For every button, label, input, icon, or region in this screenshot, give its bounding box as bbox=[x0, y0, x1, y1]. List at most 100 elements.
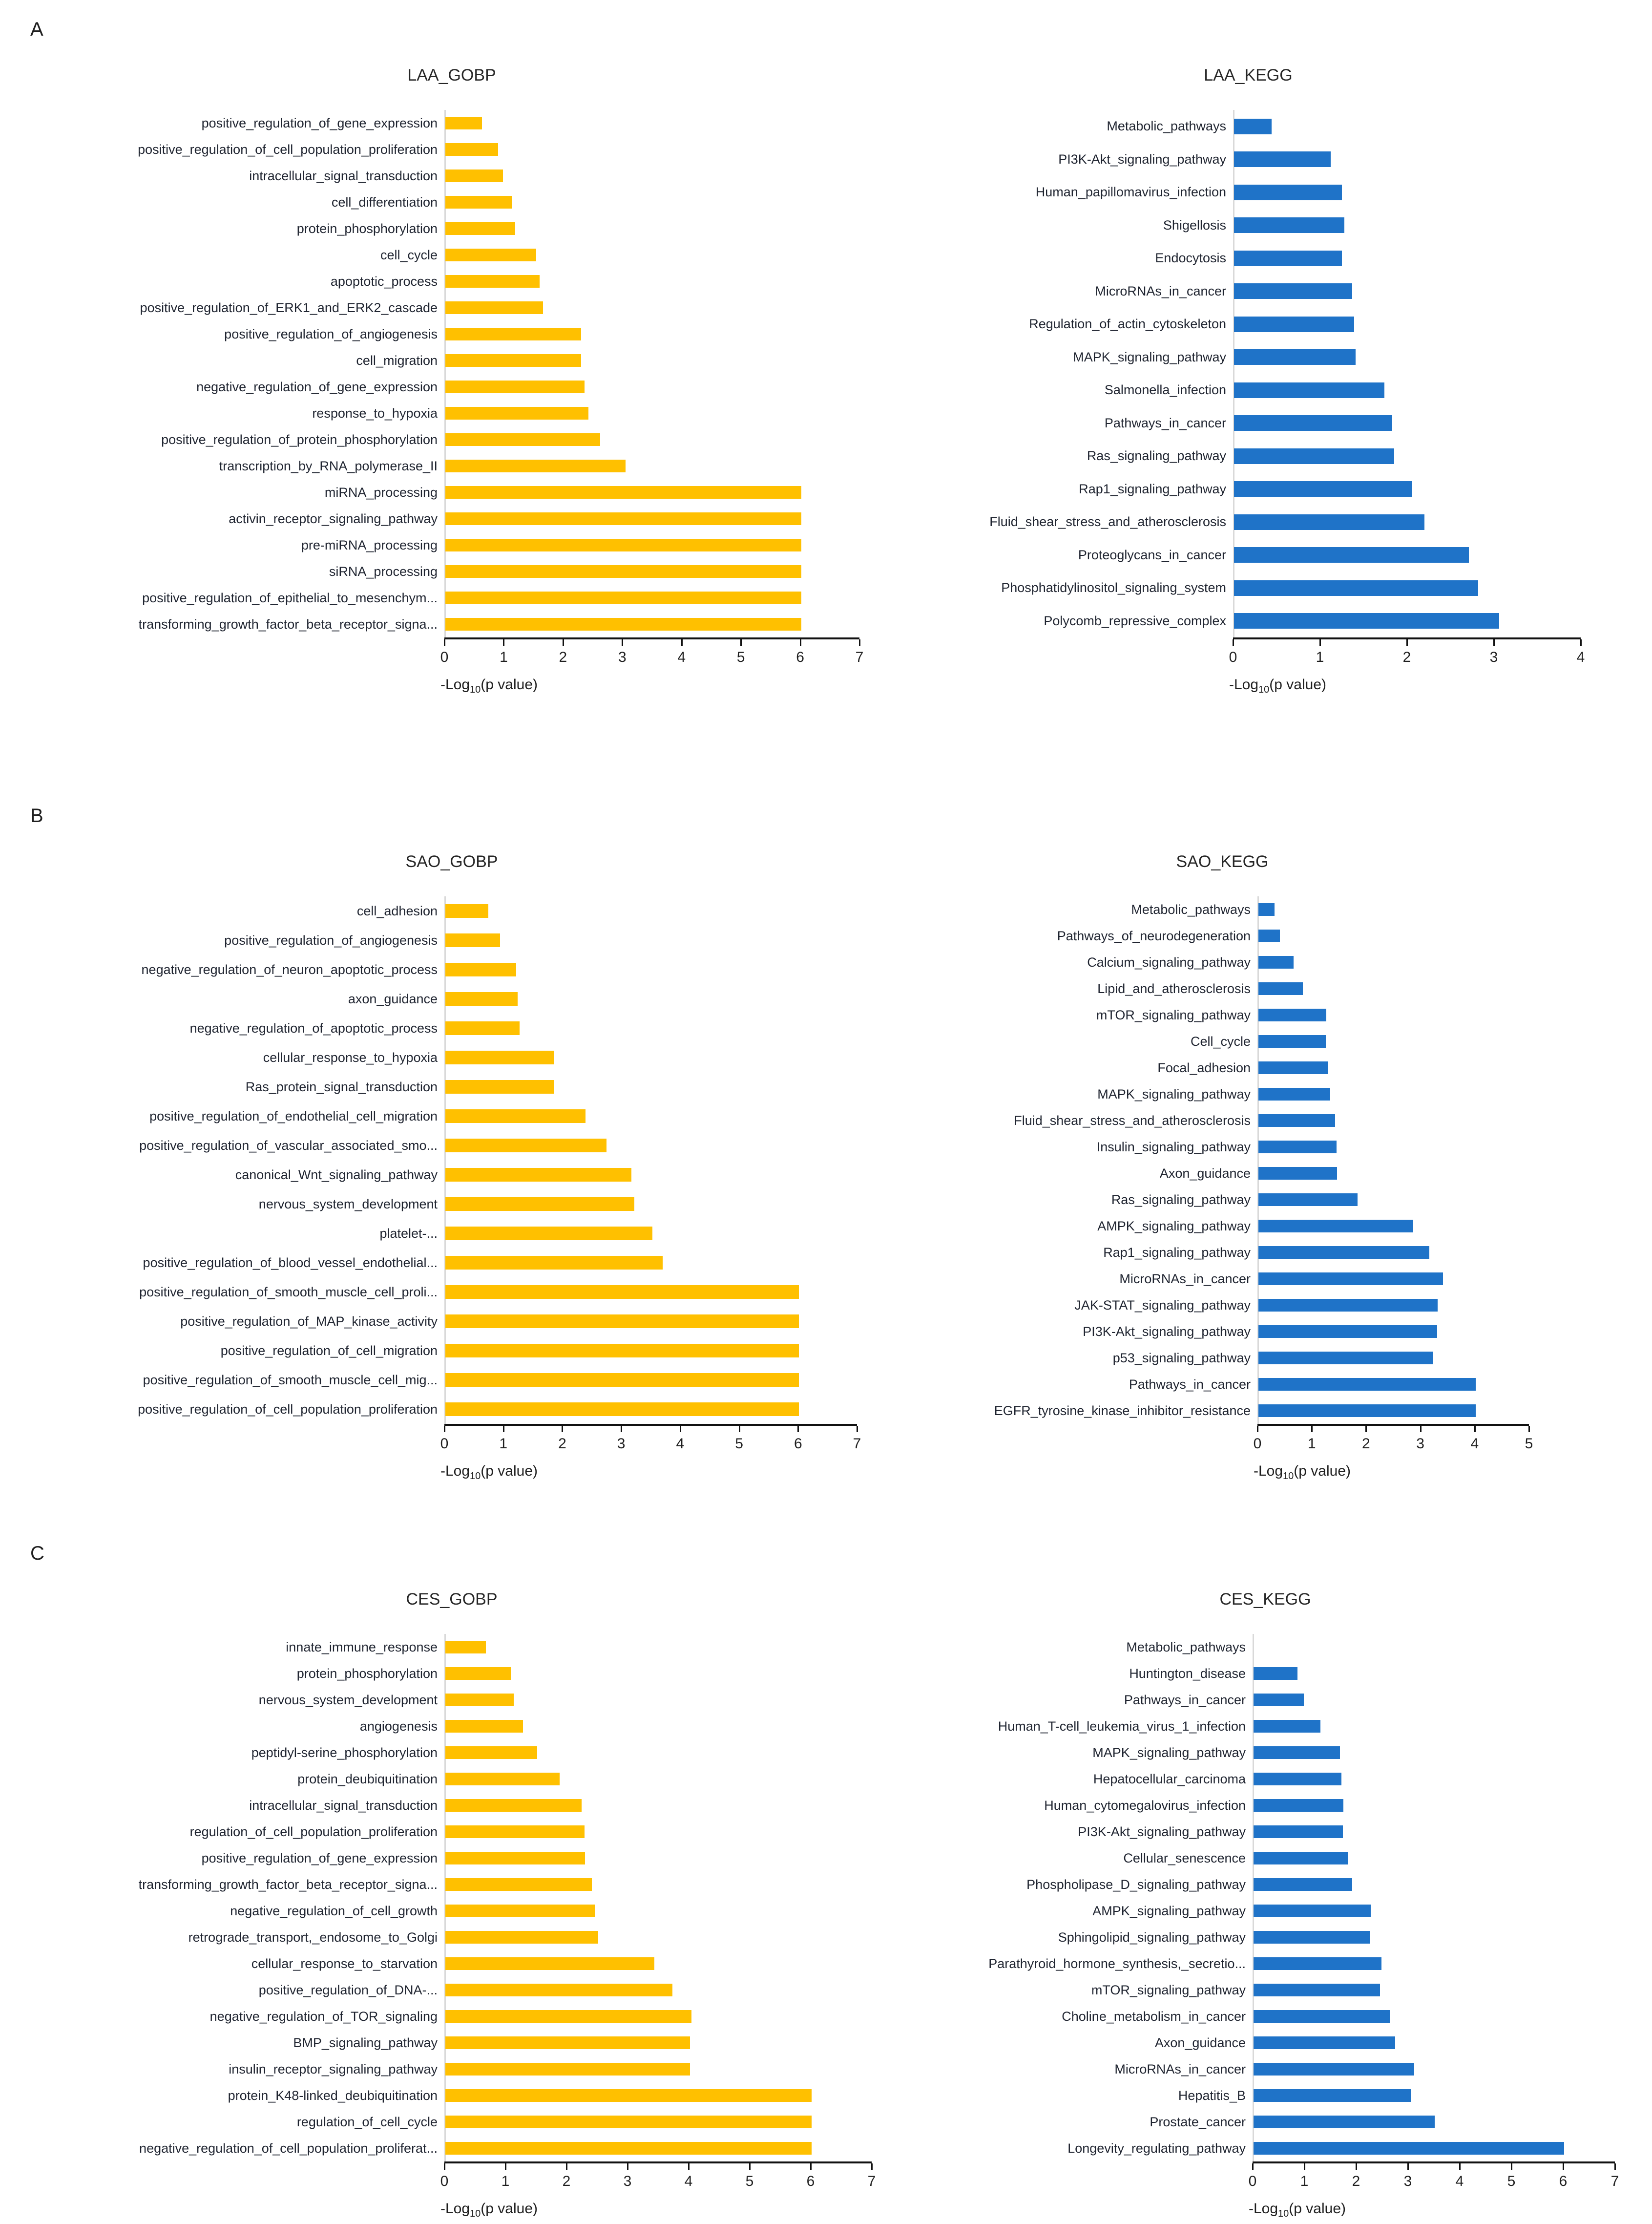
category-label: positive_regulation_of_ERK1_and_ERK2_cas… bbox=[140, 300, 438, 315]
category-label: Human_T-cell_leukemia_virus_1_infection bbox=[998, 1718, 1246, 1734]
bar-track bbox=[1233, 506, 1581, 539]
x-axis-tick bbox=[1355, 2163, 1357, 2170]
category-label: Prostate_cancer bbox=[1150, 2114, 1246, 2129]
bar bbox=[1258, 1404, 1476, 1417]
bar-row: Proteoglycans_in_cancer bbox=[916, 539, 1581, 572]
bar bbox=[1234, 580, 1479, 596]
bar-row: cell_migration bbox=[15, 347, 889, 374]
bar bbox=[1234, 514, 1424, 530]
bar-row: Metabolic_pathways bbox=[916, 110, 1581, 143]
bar-track bbox=[1257, 1107, 1529, 1134]
category-label: axon_guidance bbox=[348, 991, 438, 1006]
category-label: Human_papillomavirus_infection bbox=[1035, 185, 1226, 200]
bar-track bbox=[444, 2082, 872, 2109]
chart-title: SAO_KEGG bbox=[1176, 852, 1269, 871]
x-axis-title-subscript: 10 bbox=[470, 684, 481, 695]
bar-track bbox=[444, 532, 859, 558]
bar bbox=[1254, 1984, 1380, 1996]
bar-row: cell_adhesion bbox=[15, 896, 889, 926]
x-axis-tick bbox=[871, 2163, 873, 2170]
category-label: cell_adhesion bbox=[356, 903, 438, 918]
bar-row: siRNA_processing bbox=[15, 558, 889, 585]
bar-track bbox=[444, 136, 859, 163]
bar-row: mTOR_signaling_pathway bbox=[916, 1002, 1529, 1028]
chart-sao-gobp: SAO_GOBP cell_adhesion positive_regulation… bbox=[15, 852, 889, 1482]
x-axis-title-subscript: 10 bbox=[1283, 1471, 1294, 1482]
category-label: cellular_response_to_hypoxia bbox=[263, 1050, 438, 1065]
category-label: intracellular_signal_transduction bbox=[249, 168, 438, 183]
category-label: positive_regulation_of_cell_population_p… bbox=[138, 142, 438, 157]
bar bbox=[445, 354, 582, 367]
bar-row: Salmonella_infection bbox=[916, 374, 1581, 407]
category-label: MAPK_signaling_pathway bbox=[1097, 1086, 1251, 1101]
category-label: Hepatitis_B bbox=[1178, 2088, 1246, 2103]
bar-track bbox=[1253, 1845, 1615, 1871]
bar bbox=[445, 433, 600, 446]
bar-row: Endocytosis bbox=[916, 242, 1581, 275]
bar-track bbox=[1233, 605, 1581, 638]
bar-track bbox=[444, 585, 859, 611]
bar bbox=[445, 1344, 799, 1357]
x-axis-tick bbox=[681, 639, 683, 646]
bar bbox=[445, 1402, 799, 1416]
chart-sao-kegg: SAO_KEGG Metabolic_pathways Pathways_of_ne… bbox=[916, 852, 1533, 1482]
bar-track bbox=[1257, 1081, 1529, 1107]
bar-track bbox=[1233, 539, 1581, 572]
bar-track bbox=[1253, 1660, 1615, 1687]
bar-row: MAPK_signaling_pathway bbox=[916, 1739, 1615, 1766]
bar-row: Shigellosis bbox=[916, 209, 1581, 242]
bar-track bbox=[1257, 1213, 1529, 1239]
bar-track bbox=[444, 1792, 872, 1819]
bar bbox=[445, 1373, 799, 1387]
bar-row: Prostate_cancer bbox=[916, 2109, 1615, 2135]
bar-track bbox=[1257, 1028, 1529, 1055]
bar bbox=[445, 1227, 652, 1240]
bar-track bbox=[1253, 2003, 1615, 2030]
category-label: transforming_growth_factor_beta_receptor… bbox=[138, 1877, 438, 1892]
x-axis-tick bbox=[1580, 639, 1582, 646]
x-axis: 0 1 2 3 4 5 6 7 bbox=[440, 1424, 861, 1461]
bar-row: AMPK_signaling_pathway bbox=[916, 1213, 1529, 1239]
category-label: positive_regulation_of_cell_population_p… bbox=[138, 1401, 438, 1417]
category-label: cell_differentiation bbox=[331, 194, 438, 210]
bar bbox=[445, 381, 585, 393]
category-label: positive_regulation_of_gene_expression bbox=[201, 1850, 438, 1865]
bar-track bbox=[444, 1845, 872, 1871]
x-axis-tick bbox=[1257, 1426, 1258, 1432]
chart-title: SAO_GOBP bbox=[405, 852, 498, 871]
category-label: positive_regulation_of_angiogenesis bbox=[224, 326, 438, 341]
bar-row: Human_cytomegalovirus_infection bbox=[916, 1792, 1615, 1819]
bar-track bbox=[444, 1634, 872, 1660]
x-axis-tick-label: 5 bbox=[1525, 1436, 1533, 1452]
category-label: Regulation_of_actin_cytoskeleton bbox=[1029, 317, 1226, 332]
bar-track bbox=[444, 110, 859, 136]
x-axis-tick-label: 6 bbox=[1559, 2173, 1568, 2189]
bar bbox=[1254, 1825, 1343, 1838]
x-axis-tick bbox=[857, 1426, 858, 1432]
x-axis-title: -Log10(p value) bbox=[440, 1463, 889, 1482]
x-axis-title-subscript: 10 bbox=[470, 2208, 481, 2219]
x-axis-tick bbox=[1233, 639, 1234, 646]
category-label: retrograde_transport,_endosome_to_Golgi bbox=[188, 1929, 438, 1945]
bar-row: protein_deubiquitination bbox=[15, 1766, 889, 1792]
bar-row: PI3K-Akt_signaling_pathway bbox=[916, 1318, 1529, 1345]
bar-track bbox=[444, 1072, 857, 1101]
bar-track bbox=[444, 400, 859, 426]
bar-row: Cell_cycle bbox=[916, 1028, 1529, 1055]
x-axis-tick bbox=[1365, 1426, 1367, 1432]
bar-track bbox=[1253, 1792, 1615, 1819]
x-axis-tick-label: 7 bbox=[867, 2173, 876, 2189]
category-label: Ras_signaling_pathway bbox=[1111, 1192, 1251, 1207]
bar-track bbox=[1253, 1766, 1615, 1792]
bar-row: MicroRNAs_in_cancer bbox=[916, 275, 1581, 308]
x-axis-title-prefix: -Log bbox=[440, 2201, 470, 2217]
bar-track bbox=[1257, 1292, 1529, 1318]
bar-row: activin_receptor_signaling_pathway bbox=[15, 506, 889, 532]
chart-title: CES_GOBP bbox=[406, 1590, 498, 1609]
bar-track bbox=[444, 1924, 872, 1950]
category-label: Ras_signaling_pathway bbox=[1087, 448, 1226, 464]
x-axis-tick bbox=[749, 2163, 751, 2170]
category-label: intracellular_signal_transduction bbox=[249, 1798, 438, 1813]
x-axis-tick bbox=[562, 639, 564, 646]
category-label: mTOR_signaling_pathway bbox=[1096, 1007, 1251, 1022]
